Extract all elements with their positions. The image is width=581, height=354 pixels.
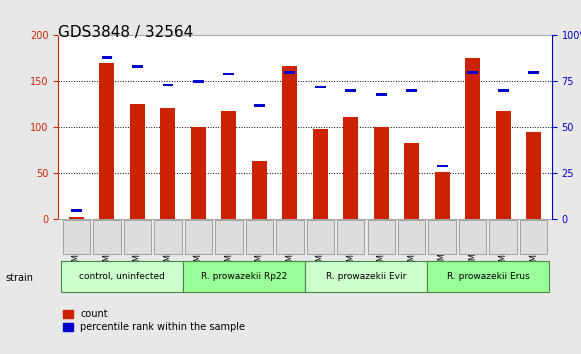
Bar	[163, 84, 173, 86]
Bar	[191, 127, 206, 219]
FancyBboxPatch shape	[63, 220, 90, 254]
Bar	[346, 89, 356, 92]
FancyBboxPatch shape	[307, 220, 334, 254]
FancyBboxPatch shape	[215, 220, 242, 254]
Bar	[528, 71, 539, 74]
Bar	[465, 58, 480, 219]
FancyBboxPatch shape	[459, 220, 486, 254]
Bar	[254, 104, 264, 107]
FancyBboxPatch shape	[276, 220, 303, 254]
Text: R. prowazekii Rp22: R. prowazekii Rp22	[201, 272, 287, 281]
Bar	[130, 104, 145, 219]
FancyBboxPatch shape	[337, 220, 364, 254]
FancyBboxPatch shape	[124, 220, 151, 254]
FancyBboxPatch shape	[427, 261, 549, 292]
Bar	[526, 132, 541, 219]
Bar	[313, 129, 328, 219]
Bar	[467, 71, 478, 74]
Bar	[315, 86, 325, 88]
Bar	[343, 117, 358, 219]
Bar	[496, 111, 511, 219]
Bar	[406, 89, 417, 92]
FancyBboxPatch shape	[428, 220, 456, 254]
Bar	[404, 143, 419, 219]
FancyBboxPatch shape	[246, 220, 273, 254]
FancyBboxPatch shape	[61, 261, 183, 292]
Bar	[252, 161, 267, 219]
FancyBboxPatch shape	[520, 220, 547, 254]
Bar	[132, 65, 143, 68]
Bar	[69, 217, 84, 219]
Bar	[374, 127, 389, 219]
Bar	[282, 66, 297, 219]
Bar	[221, 111, 236, 219]
Bar	[160, 108, 175, 219]
FancyBboxPatch shape	[93, 220, 121, 254]
Text: GDS3848 / 32564: GDS3848 / 32564	[58, 25, 193, 40]
Bar	[437, 165, 447, 167]
Bar	[71, 209, 82, 212]
Bar	[99, 63, 114, 219]
Legend: count, percentile rank within the sample: count, percentile rank within the sample	[63, 309, 245, 332]
FancyBboxPatch shape	[398, 220, 425, 254]
Bar	[102, 56, 112, 59]
Bar	[435, 172, 450, 219]
Text: strain: strain	[6, 273, 34, 283]
Bar	[224, 73, 234, 75]
FancyBboxPatch shape	[489, 220, 517, 254]
Bar	[285, 71, 295, 74]
FancyBboxPatch shape	[305, 261, 427, 292]
Text: control, uninfected: control, uninfected	[79, 272, 165, 281]
FancyBboxPatch shape	[368, 220, 395, 254]
Text: R. prowazekii Evir: R. prowazekii Evir	[326, 272, 406, 281]
Text: R. prowazekii Erus: R. prowazekii Erus	[447, 272, 529, 281]
FancyBboxPatch shape	[183, 261, 305, 292]
Bar	[193, 80, 204, 83]
Bar	[376, 93, 386, 96]
Bar	[498, 89, 508, 92]
FancyBboxPatch shape	[154, 220, 181, 254]
FancyBboxPatch shape	[185, 220, 212, 254]
